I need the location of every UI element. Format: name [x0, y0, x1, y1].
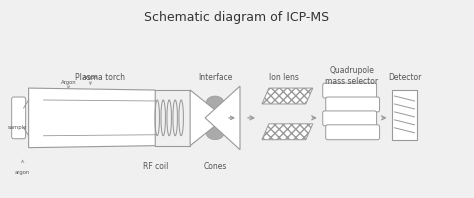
Text: RF coil: RF coil — [143, 162, 168, 170]
Text: argon: argon — [15, 169, 30, 174]
Text: Detector: Detector — [388, 73, 421, 82]
FancyBboxPatch shape — [392, 90, 418, 140]
Polygon shape — [205, 86, 240, 150]
Text: Ion lens: Ion lens — [269, 73, 299, 82]
Ellipse shape — [206, 96, 224, 110]
FancyBboxPatch shape — [323, 111, 376, 126]
Polygon shape — [262, 88, 313, 104]
Text: Argon: Argon — [82, 75, 98, 80]
Polygon shape — [262, 124, 313, 140]
Text: Quadrupole
mass selector: Quadrupole mass selector — [325, 66, 378, 86]
Text: Interface: Interface — [198, 73, 232, 82]
Text: sample: sample — [8, 125, 27, 130]
Text: Argon: Argon — [61, 80, 76, 85]
Ellipse shape — [206, 126, 224, 140]
FancyBboxPatch shape — [12, 97, 26, 139]
FancyBboxPatch shape — [323, 83, 376, 98]
Polygon shape — [28, 88, 155, 148]
Text: Schematic diagram of ICP-MS: Schematic diagram of ICP-MS — [145, 11, 329, 24]
Text: Plasma torch: Plasma torch — [75, 73, 126, 82]
FancyBboxPatch shape — [326, 97, 380, 112]
Polygon shape — [190, 90, 225, 146]
FancyBboxPatch shape — [326, 125, 380, 140]
Text: Cones: Cones — [203, 162, 227, 170]
